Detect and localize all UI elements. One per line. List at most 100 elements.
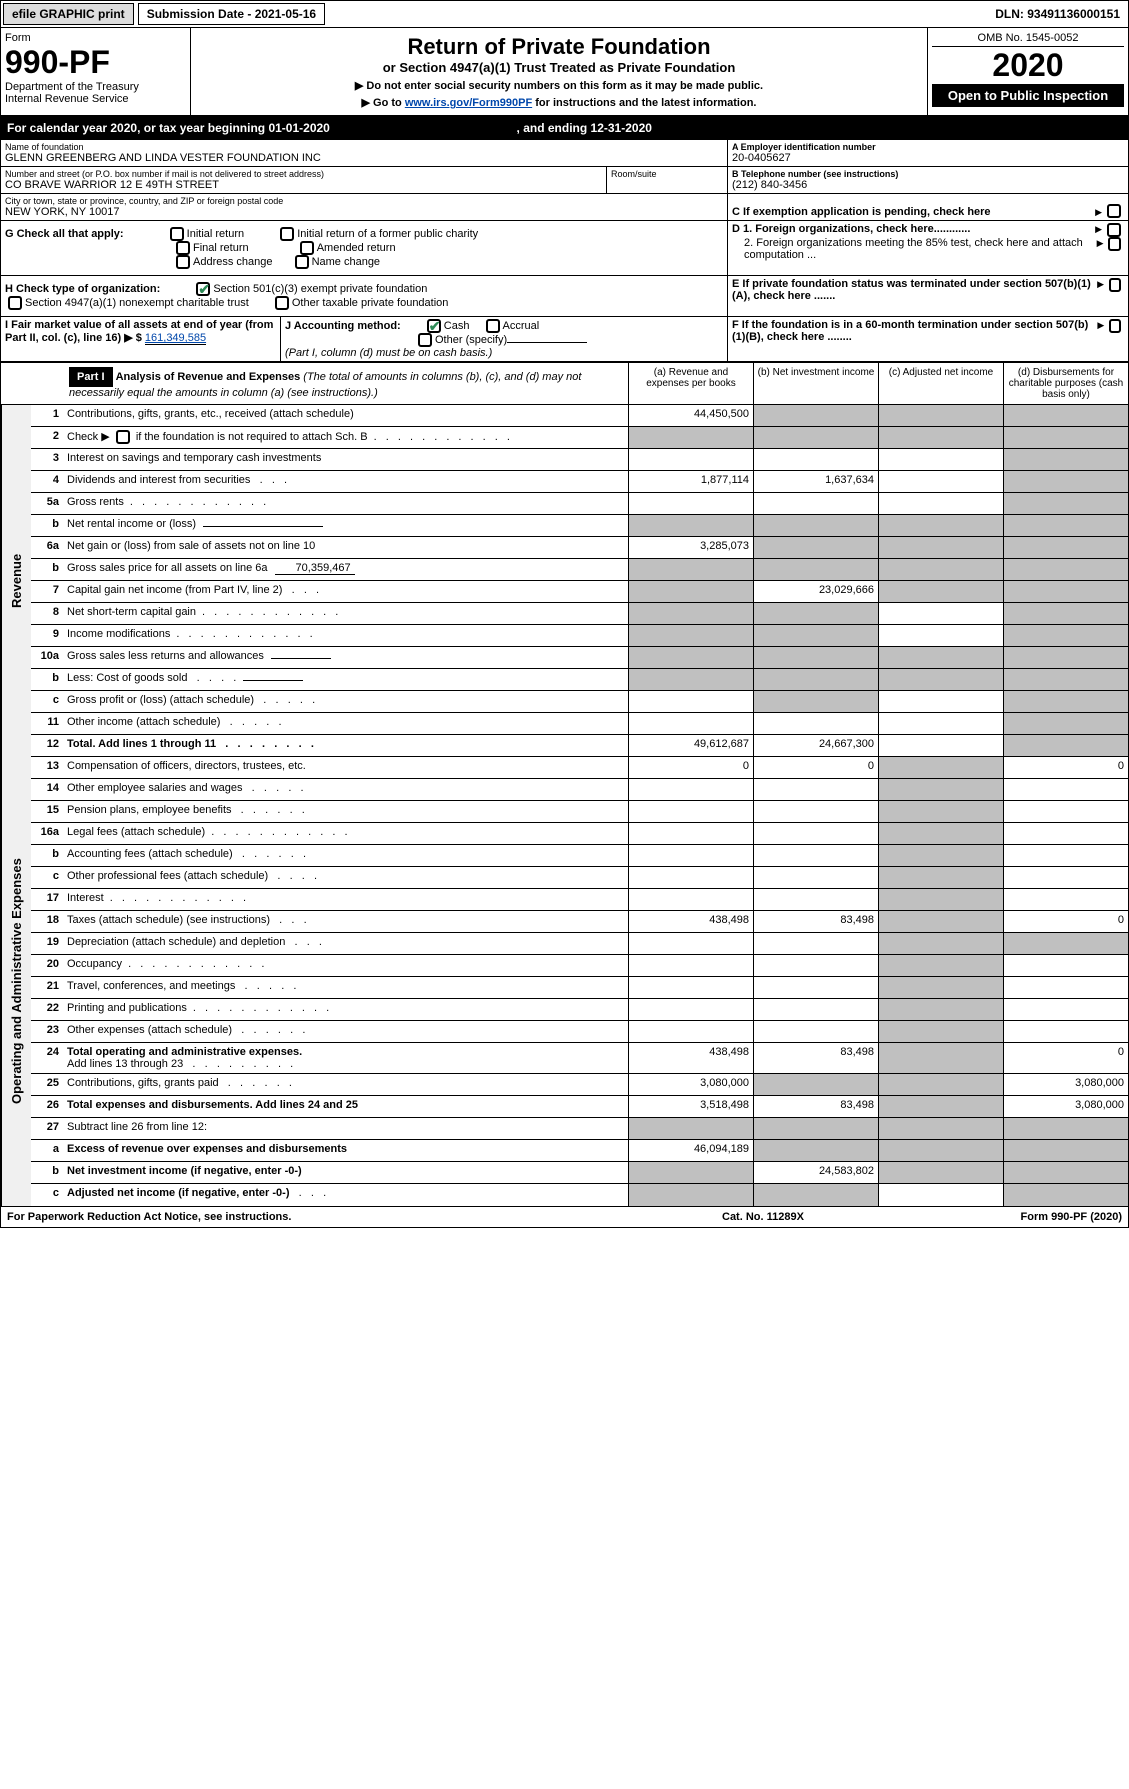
l22-desc: Printing and publications <box>65 999 628 1020</box>
header-center: Return of Private Foundation or Section … <box>191 28 928 115</box>
d2-checkbox[interactable] <box>1108 237 1121 251</box>
l27a-num: a <box>31 1140 65 1161</box>
l25-b <box>753 1074 878 1095</box>
addr-change-label: Address change <box>193 256 273 268</box>
l4-b: 1,637,634 <box>753 471 878 492</box>
l2-d <box>1003 427 1128 448</box>
l16b-b <box>753 845 878 866</box>
l23-b <box>753 1021 878 1042</box>
l21-c <box>878 977 1003 998</box>
l27a-a: 46,094,189 <box>628 1140 753 1161</box>
l27b-desc: Net investment income (if negative, ente… <box>65 1162 628 1183</box>
l27-b <box>753 1118 878 1139</box>
col-b-header: (b) Net investment income <box>753 363 878 404</box>
l16a-b <box>753 823 878 844</box>
l25-d: 3,080,000 <box>1003 1074 1128 1095</box>
initial-former-checkbox[interactable] <box>280 227 294 241</box>
l5a-a <box>628 493 753 514</box>
l4-c <box>878 471 1003 492</box>
l19-num: 19 <box>31 933 65 954</box>
h3-checkbox[interactable] <box>275 296 289 310</box>
l10c-c <box>878 691 1003 712</box>
addr-change-checkbox[interactable] <box>176 255 190 269</box>
h2-checkbox[interactable] <box>8 296 22 310</box>
l8-c <box>878 603 1003 624</box>
l27c-num: c <box>31 1184 65 1206</box>
l13-num: 13 <box>31 757 65 778</box>
l18-num: 18 <box>31 911 65 932</box>
l1-b <box>753 405 878 426</box>
d1-label: D 1. Foreign organizations, check here..… <box>732 223 970 237</box>
l12-d <box>1003 735 1128 756</box>
efile-print-button[interactable]: efile GRAPHIC print <box>3 3 134 25</box>
l4-num: 4 <box>31 471 65 492</box>
cal-pre: For calendar year 2020, or tax year begi… <box>7 121 268 135</box>
l27b-c <box>878 1162 1003 1183</box>
l7-num: 7 <box>31 581 65 602</box>
final-return-checkbox[interactable] <box>176 241 190 255</box>
l6b-b <box>753 559 878 580</box>
l1-desc: Contributions, gifts, grants, etc., rece… <box>65 405 628 426</box>
form-header: Form 990-PF Department of the Treasury I… <box>0 28 1129 116</box>
initial-return-checkbox[interactable] <box>170 227 184 241</box>
l27-a <box>628 1118 753 1139</box>
l16a-desc: Legal fees (attach schedule) <box>65 823 628 844</box>
accrual-checkbox[interactable] <box>486 319 500 333</box>
l23-desc: Other expenses (attach schedule) . . . .… <box>65 1021 628 1042</box>
l24-a: 438,498 <box>628 1043 753 1073</box>
l10b-desc: Less: Cost of goods sold . . . . <box>65 669 628 690</box>
c-checkbox[interactable] <box>1107 204 1121 218</box>
l10a-a <box>628 647 753 668</box>
l4-d <box>1003 471 1128 492</box>
l11-num: 11 <box>31 713 65 734</box>
other-checkbox[interactable] <box>418 333 432 347</box>
l16c-b <box>753 867 878 888</box>
l9-b <box>753 625 878 646</box>
d1-checkbox[interactable] <box>1107 223 1121 237</box>
open-public-badge: Open to Public Inspection <box>932 84 1124 107</box>
l21-a <box>628 977 753 998</box>
note2-post: for instructions and the latest informat… <box>532 97 756 109</box>
l8-b <box>753 603 878 624</box>
footer-paperwork: For Paperwork Reduction Act Notice, see … <box>7 1211 722 1223</box>
phone-value: (212) 840-3456 <box>732 179 1124 191</box>
note-ssn: ▶ Do not enter social security numbers o… <box>197 79 921 92</box>
l24-desc: Total operating and administrative expen… <box>65 1043 628 1073</box>
cash-checkbox[interactable] <box>427 319 441 333</box>
dept-treasury: Department of the Treasury <box>5 81 186 93</box>
footer: For Paperwork Reduction Act Notice, see … <box>0 1207 1129 1228</box>
form-label: Form <box>5 32 186 44</box>
l2-checkbox[interactable] <box>116 430 130 444</box>
final-label: Final return <box>193 242 249 254</box>
l7-d <box>1003 581 1128 602</box>
l2-b <box>753 427 878 448</box>
h1-checkbox[interactable] <box>196 282 210 296</box>
amended-label: Amended return <box>317 242 396 254</box>
i-value[interactable]: 161,349,585 <box>145 332 206 345</box>
foundation-name: GLENN GREENBERG AND LINDA VESTER FOUNDAT… <box>5 152 723 164</box>
l11-b <box>753 713 878 734</box>
l27-num: 27 <box>31 1118 65 1139</box>
l6a-num: 6a <box>31 537 65 558</box>
i-label: I Fair market value of all assets at end… <box>5 319 273 344</box>
e-checkbox[interactable] <box>1109 278 1121 292</box>
l3-num: 3 <box>31 449 65 470</box>
amended-checkbox[interactable] <box>300 241 314 255</box>
l4-a: 1,877,114 <box>628 471 753 492</box>
l25-num: 25 <box>31 1074 65 1095</box>
revenue-section: Revenue 1Contributions, gifts, grants, e… <box>0 405 1129 757</box>
l6b-num: b <box>31 559 65 580</box>
l14-d <box>1003 779 1128 800</box>
name-change-checkbox[interactable] <box>295 255 309 269</box>
l27b-a <box>628 1162 753 1183</box>
irs-link[interactable]: www.irs.gov/Form990PF <box>405 97 532 109</box>
f-checkbox[interactable] <box>1109 319 1121 333</box>
l13-desc: Compensation of officers, directors, tru… <box>65 757 628 778</box>
l11-a <box>628 713 753 734</box>
l24-c <box>878 1043 1003 1073</box>
l22-b <box>753 999 878 1020</box>
tax-year: 2020 <box>932 47 1124 84</box>
l14-a <box>628 779 753 800</box>
part1-title: Analysis of Revenue and Expenses <box>116 371 301 383</box>
l23-num: 23 <box>31 1021 65 1042</box>
